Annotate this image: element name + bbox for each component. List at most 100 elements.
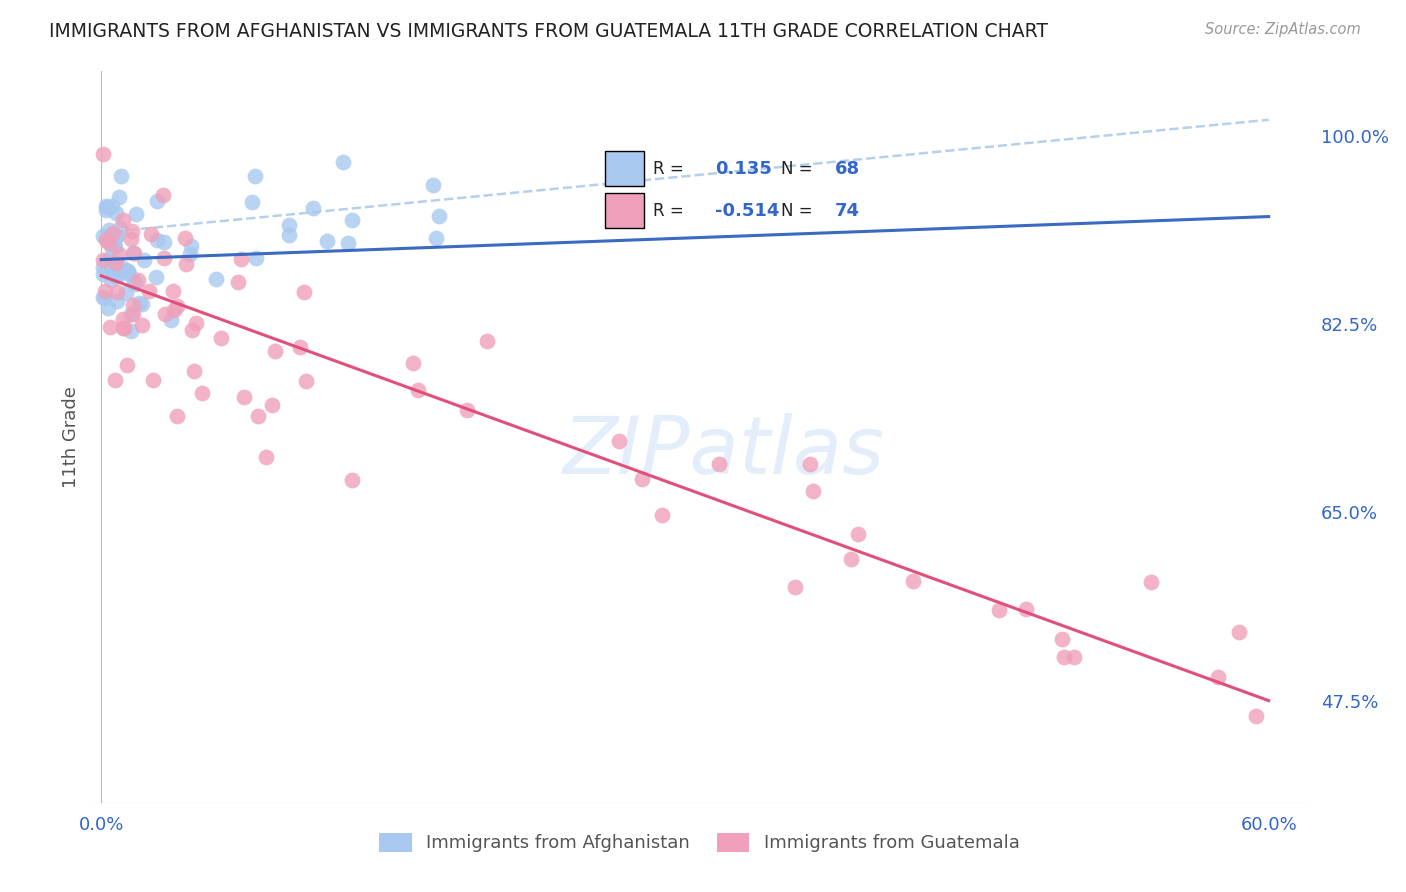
Point [112,212,135,227]
Point [97,301,120,315]
Point [96,198,118,212]
Point [104,268,127,282]
Text: R =: R = [652,202,689,219]
Point [163,302,186,317]
Point [183,364,205,378]
Point [162,284,184,298]
Point [112,321,135,335]
Point [785,580,807,594]
Point [839,552,862,566]
Point [115,264,138,278]
Point [153,307,176,321]
Point [120,307,142,321]
Point [243,169,266,184]
Point [190,386,212,401]
Point [117,264,139,278]
Point [145,270,167,285]
Text: 0.135: 0.135 [716,160,772,178]
Point [111,260,134,275]
Point [336,236,359,251]
Text: IMMIGRANTS FROM AFGHANISTAN VS IMMIGRANTS FROM GUATEMALA 11TH GRADE CORRELATION : IMMIGRANTS FROM AFGHANISTAN VS IMMIGRANT… [49,22,1049,41]
Text: R =: R = [652,160,689,178]
Point [226,276,249,290]
Point [146,194,169,209]
Point [651,508,673,522]
Point [277,218,299,232]
Point [108,247,131,261]
Point [294,285,316,299]
Point [131,297,153,311]
Point [115,285,138,300]
Point [1227,625,1250,640]
Point [105,285,128,299]
Point [94,202,117,217]
Point [146,233,169,247]
Point [142,373,165,387]
Point [425,231,447,245]
Point [91,260,114,275]
Point [247,409,270,423]
Y-axis label: 11th Grade: 11th Grade [62,386,80,488]
Point [422,178,444,192]
Point [121,298,143,312]
Point [104,256,127,270]
Point [254,450,277,464]
Point [342,212,364,227]
Point [120,232,142,246]
Point [180,238,202,252]
Point [91,290,114,304]
Point [264,343,287,358]
Point [128,295,150,310]
Point [105,294,128,309]
Point [98,319,121,334]
Point [1208,669,1230,683]
Point [209,331,232,345]
Point [166,409,188,424]
Point [245,251,267,265]
Point [231,252,253,267]
Point [631,472,654,486]
Point [184,316,207,330]
Point [1053,650,1076,665]
Point [799,458,821,472]
Point [97,236,120,251]
Point [290,340,312,354]
Point [115,358,138,372]
Point [101,235,124,249]
Point [132,253,155,268]
Text: N =: N = [780,202,818,219]
Text: 68: 68 [835,160,859,178]
Point [406,383,429,397]
Point [402,356,425,370]
Point [278,227,301,242]
Point [91,229,114,244]
Point [181,323,204,337]
FancyBboxPatch shape [605,194,644,228]
Point [104,206,127,220]
Point [315,234,337,248]
Point [93,291,115,305]
Text: 74: 74 [835,202,859,219]
Point [100,273,122,287]
Point [104,268,127,283]
Point [120,324,142,338]
Text: Source: ZipAtlas.com: Source: ZipAtlas.com [1205,22,1361,37]
Point [801,484,824,499]
Point [121,246,143,260]
Point [105,229,128,244]
Point [108,190,131,204]
Point [121,224,143,238]
Point [125,207,148,221]
Point [709,457,731,471]
Point [96,200,118,214]
Point [1063,650,1085,665]
Point [901,574,924,588]
Point [100,234,122,248]
FancyBboxPatch shape [605,152,644,186]
Point [174,257,197,271]
Point [1050,632,1073,646]
Point [477,334,499,348]
Point [152,235,174,249]
Point [1140,574,1163,589]
Point [112,311,135,326]
